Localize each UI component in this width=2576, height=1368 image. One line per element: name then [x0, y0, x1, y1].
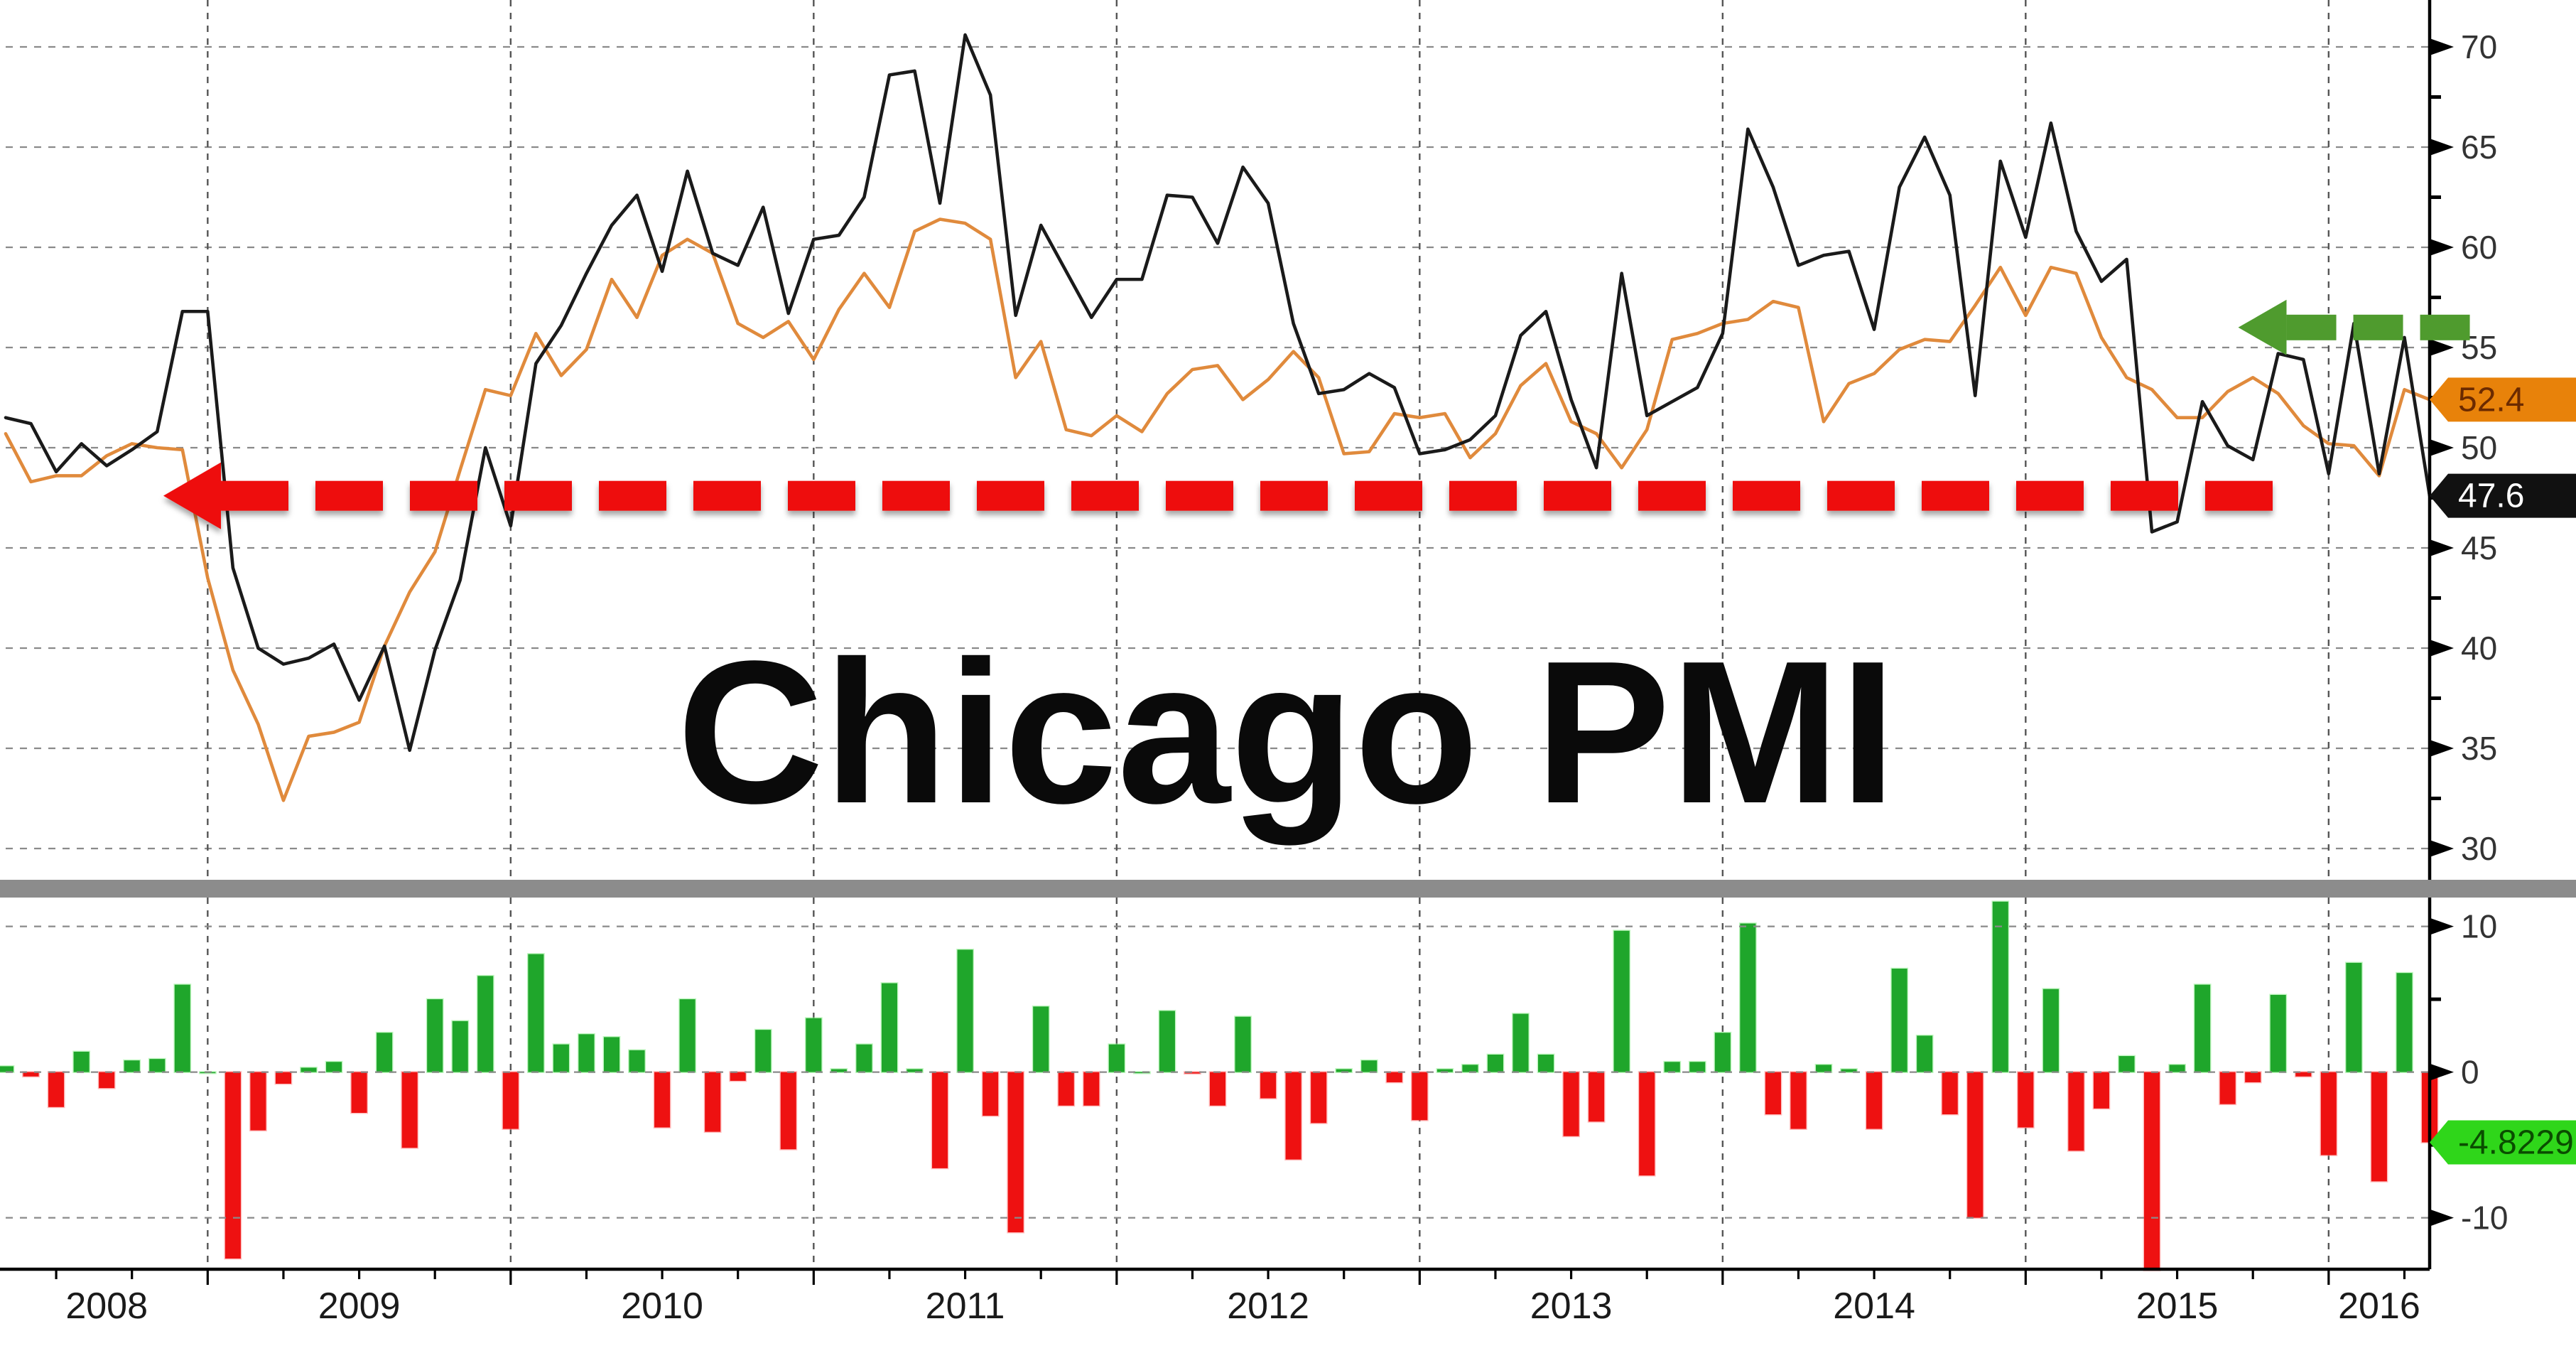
svg-text:2012: 2012 — [1227, 1286, 1309, 1327]
svg-text:45: 45 — [2461, 529, 2497, 566]
svg-text:2013: 2013 — [1530, 1286, 1613, 1327]
svg-text:35: 35 — [2461, 730, 2497, 767]
svg-text:2014: 2014 — [1833, 1286, 1915, 1327]
svg-text:10: 10 — [2461, 908, 2497, 945]
svg-text:2010: 2010 — [621, 1286, 703, 1327]
svg-text:0: 0 — [2461, 1054, 2479, 1091]
svg-text:50: 50 — [2461, 429, 2497, 466]
svg-text:2016: 2016 — [2338, 1286, 2420, 1327]
svg-text:30: 30 — [2461, 830, 2497, 867]
svg-text:2011: 2011 — [926, 1286, 1005, 1327]
svg-text:65: 65 — [2461, 129, 2497, 166]
svg-text:2015: 2015 — [2136, 1286, 2219, 1327]
svg-text:2009: 2009 — [318, 1286, 401, 1327]
svg-text:52.4: 52.4 — [2458, 381, 2524, 419]
svg-text:2008: 2008 — [65, 1286, 148, 1327]
svg-text:-10: -10 — [2461, 1200, 2508, 1237]
svg-text:70: 70 — [2461, 28, 2497, 65]
svg-text:60: 60 — [2461, 229, 2497, 266]
svg-text:47.6: 47.6 — [2458, 478, 2524, 515]
svg-text:-4.8229: -4.8229 — [2458, 1124, 2574, 1161]
svg-text:40: 40 — [2461, 630, 2497, 667]
svg-text:Chicago PMI: Chicago PMI — [677, 618, 1896, 847]
